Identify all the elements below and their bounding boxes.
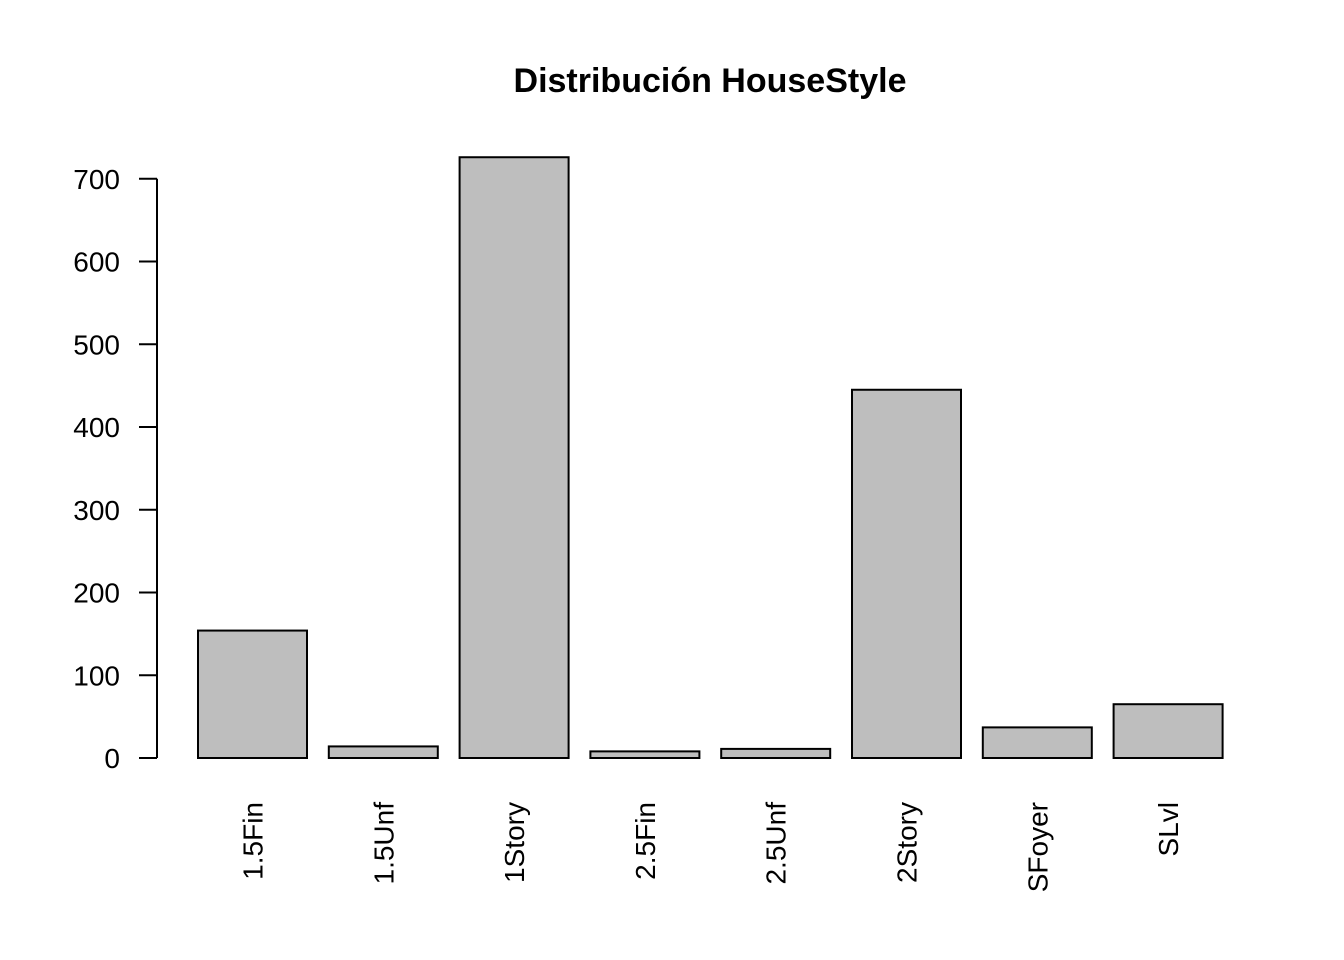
bar-1-5fin — [197, 629, 308, 759]
y-tick-label: 600 — [73, 247, 120, 278]
x-tick-label: 1.5Fin — [238, 802, 269, 880]
x-tick-label: 2.5Fin — [630, 802, 661, 880]
y-tick-label: 0 — [104, 743, 120, 774]
y-axis: 0 100 200 300 400 500 600 700 — [73, 164, 158, 774]
bar-2-5unf — [720, 747, 832, 760]
chart-title: Distribución HouseStyle — [514, 62, 907, 100]
x-tick-label: 2.5Unf — [761, 802, 792, 885]
y-tick-label: 200 — [73, 578, 120, 609]
y-tick-label: 100 — [73, 660, 120, 691]
bar-1-5unf — [327, 745, 439, 759]
y-tick-label: 400 — [73, 412, 120, 443]
x-tick-labels: 1.5Fin 1.5Unf 1Story 2.5Fin 2.5Unf 2Story SFoy… — [238, 802, 1185, 892]
bar-slvl — [1112, 703, 1224, 760]
bar-2-5fin — [589, 750, 701, 760]
bar-1story — [458, 156, 570, 760]
x-tick-label: 1.5Unf — [368, 802, 399, 885]
y-tick-label: 300 — [73, 495, 120, 526]
x-tick-label: 1Story — [499, 802, 530, 883]
bars — [197, 156, 1224, 760]
x-tick-label: SLvl — [1153, 802, 1184, 856]
x-tick-label: 2Story — [892, 802, 923, 883]
x-tick-label: SFoyer — [1022, 802, 1053, 892]
bar-2story — [851, 388, 962, 759]
y-tick-label: 700 — [73, 164, 120, 195]
y-tick-label: 500 — [73, 329, 120, 360]
bar-sfoyer — [981, 726, 1093, 760]
